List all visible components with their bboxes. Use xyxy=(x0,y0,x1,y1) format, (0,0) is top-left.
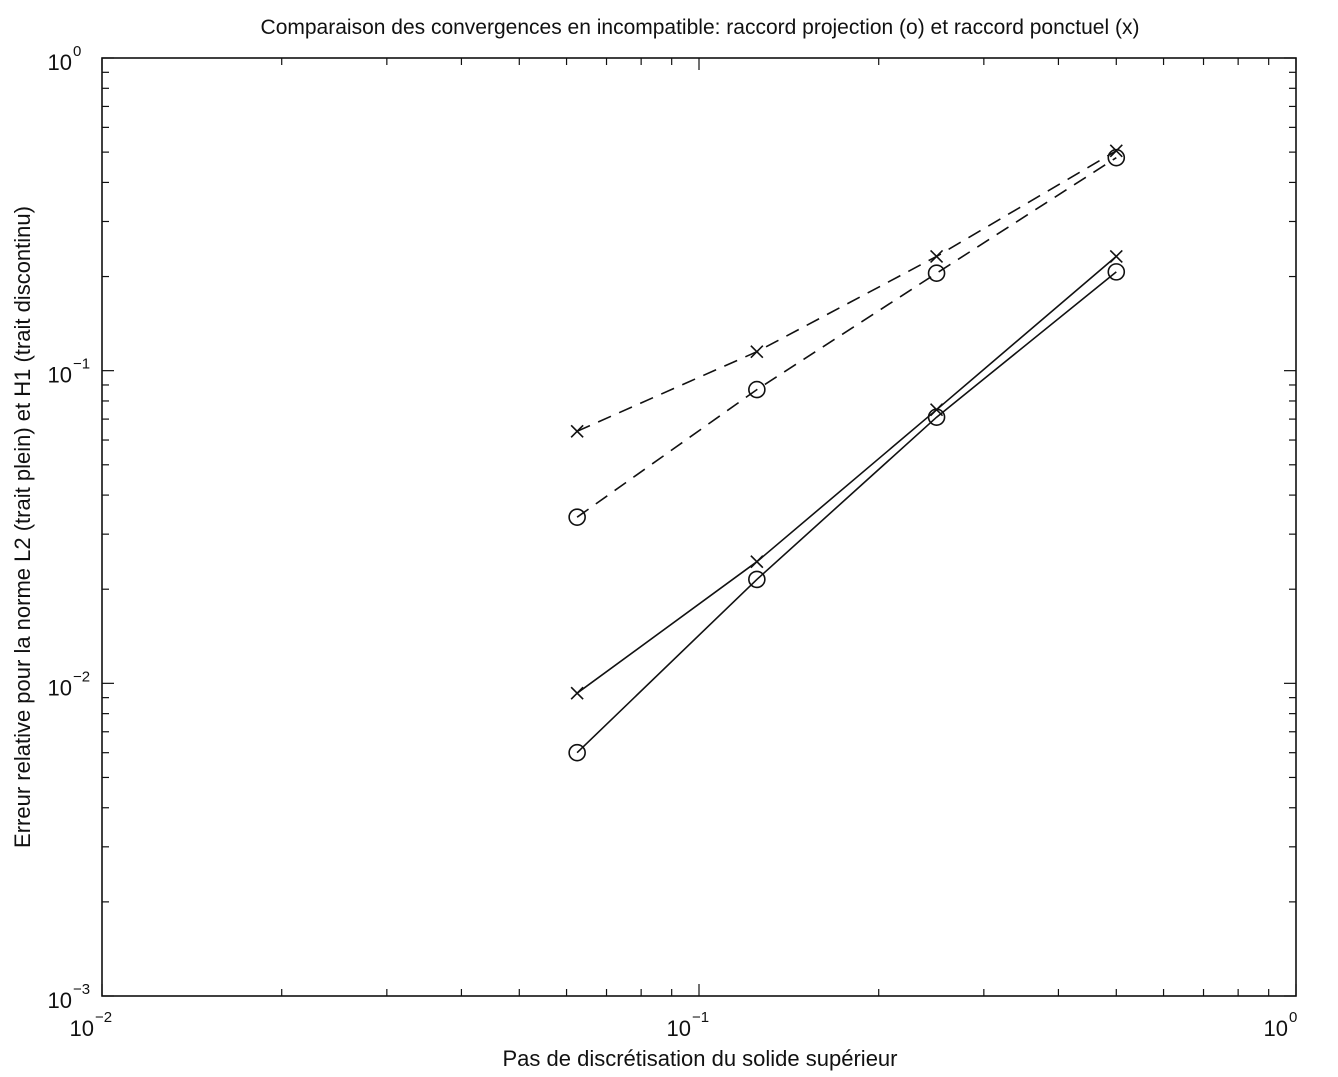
y-tick-label: 10 xyxy=(48,363,72,388)
x-tick-label: 10 xyxy=(1264,1016,1288,1041)
marker-cross xyxy=(570,424,584,438)
marker-cross xyxy=(750,345,764,359)
series-line-o-solid xyxy=(576,271,1117,754)
marker-circle xyxy=(568,508,586,526)
y-axis-label: Erreur relative pour la norme L2 (trait … xyxy=(10,206,35,848)
marker-circle xyxy=(1107,263,1126,281)
x-tick-exponent: −2 xyxy=(95,1009,112,1026)
y-tick-exponent: −2 xyxy=(73,668,90,685)
x-axis-label: Pas de discrétisation du solide supérieu… xyxy=(502,1046,897,1071)
chart-title: Comparaison des convergences en incompat… xyxy=(261,16,1140,39)
tick-labels-layer: 10 −2 10 −1 10 010 −310 −210 −110 0 xyxy=(48,43,1298,1041)
x-tick-exponent: 0 xyxy=(1289,1009,1297,1026)
x-tick-exponent: −1 xyxy=(692,1009,709,1026)
y-tick-exponent: −3 xyxy=(73,981,90,998)
marker-circle xyxy=(568,743,586,762)
marker-circle xyxy=(748,570,766,589)
y-tick-label: 10 xyxy=(48,675,72,700)
series-line-x-dashed xyxy=(576,150,1117,433)
marker-cross xyxy=(930,249,944,263)
y-tick-exponent: 0 xyxy=(73,43,81,60)
plot-frame xyxy=(101,57,1297,997)
y-tick-label: 10 xyxy=(48,988,72,1013)
marker-circle xyxy=(927,408,946,426)
marker-circle xyxy=(748,380,766,399)
marker-cross xyxy=(570,686,584,700)
marker-circle xyxy=(927,264,946,282)
y-tick-label: 10 xyxy=(48,50,72,75)
series-line-x-solid xyxy=(576,255,1117,694)
series-layer xyxy=(568,144,1126,762)
marker-circle xyxy=(1107,148,1126,167)
ticks-layer xyxy=(101,57,1297,997)
marker-cross xyxy=(1109,144,1123,158)
marker-cross xyxy=(750,555,764,569)
marker-cross xyxy=(1109,249,1123,263)
x-tick-label: 10 xyxy=(70,1016,94,1041)
series-line-o-dashed xyxy=(576,157,1117,518)
y-tick-exponent: −1 xyxy=(73,356,90,373)
x-tick-label: 10 xyxy=(667,1016,691,1041)
